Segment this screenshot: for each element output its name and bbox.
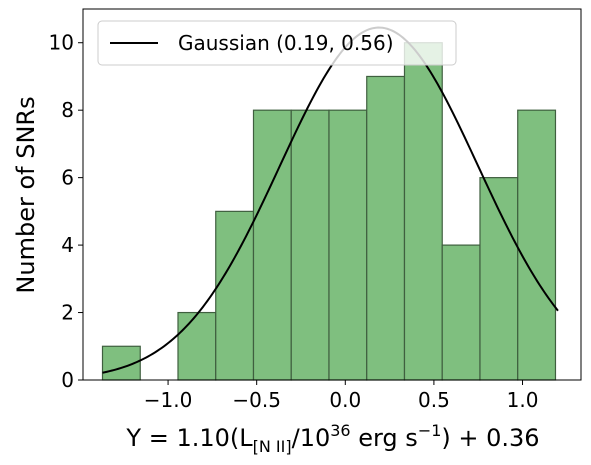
x-tick-label: 0.0 (329, 388, 361, 412)
plot-frame (82, 8, 582, 381)
y-tick-label: 8 (61, 98, 74, 122)
histogram-bar (215, 210, 255, 381)
y-axis-title: Number of SNRs (12, 96, 40, 293)
histogram-bar (517, 109, 557, 381)
legend-box (97, 20, 457, 66)
x-tick-label: 0.5 (418, 388, 450, 412)
histogram-bars (101, 42, 557, 381)
x-axis-title: Y = 1.10(L[N II]/1036 erg s−1) + 0.36 (125, 421, 539, 456)
histogram-bar (366, 75, 406, 381)
x-axis-title-superscript: 36 (330, 421, 350, 440)
histogram-bar (328, 109, 368, 381)
legend: Gaussian (0.19, 0.56) (97, 20, 457, 66)
histogram-bar (252, 109, 292, 381)
x-tick-label: 1.0 (507, 388, 539, 412)
x-axis-ticks: −1.0 −0.5 0.0 0.5 1.0 (144, 380, 539, 412)
legend-label-gaussian: Gaussian (0.19, 0.56) (178, 31, 394, 55)
x-axis-title-subscript: [N II] (253, 437, 292, 456)
y-tick-label: 2 (61, 301, 74, 325)
histogram-bar (403, 42, 443, 381)
gaussian-fit-line (102, 26, 559, 374)
y-tick-label: 4 (61, 233, 74, 257)
x-tick-label: −0.5 (232, 388, 281, 412)
x-axis-title-unit-superscript: −1 (418, 421, 442, 440)
y-tick-label: 10 (49, 31, 74, 55)
histogram-bar (441, 244, 481, 381)
x-tick-label: −1.0 (144, 388, 193, 412)
y-axis-ticks: 0 2 4 6 8 10 (49, 31, 83, 392)
histogram-bar (177, 311, 217, 381)
y-tick-label: 0 (61, 368, 74, 392)
histogram-bar (290, 109, 330, 381)
y-tick-label: 6 (61, 166, 74, 190)
